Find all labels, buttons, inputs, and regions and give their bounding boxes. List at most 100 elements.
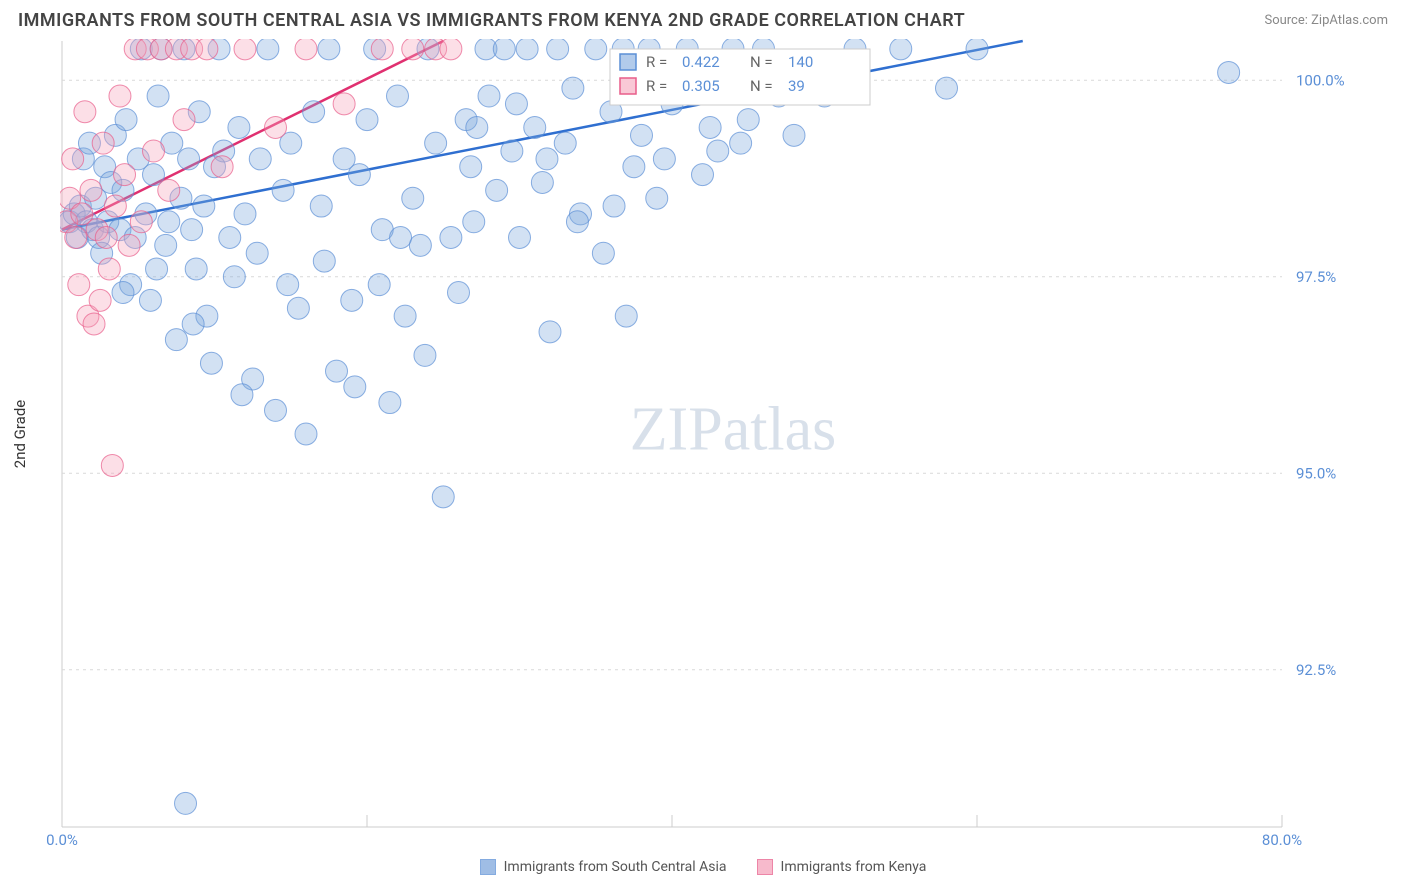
data-point — [109, 85, 131, 107]
data-point — [623, 156, 645, 178]
data-point — [379, 392, 401, 414]
data-point — [89, 289, 111, 311]
data-point — [143, 140, 165, 162]
x-tick-label: 0.0% — [46, 831, 78, 849]
scatter-chart: 92.5% 95.0% 97.5% 100.0% ZIPatlas R = 0.422 N =… — [60, 39, 1370, 829]
data-point — [348, 164, 370, 186]
data-point — [249, 148, 271, 170]
data-point — [646, 187, 668, 209]
data-point — [344, 376, 366, 398]
y-tick-label: 100.0% — [1296, 71, 1345, 89]
data-point — [139, 289, 161, 311]
data-point — [692, 164, 714, 186]
stats-n-value: 39 — [788, 77, 805, 95]
data-point — [193, 195, 215, 217]
data-point — [65, 227, 87, 249]
chart-area: 2nd Grade 92.5%95.0%97.5%100.0%ZIPatlasR… — [60, 39, 1388, 829]
data-point — [730, 132, 752, 154]
data-point — [936, 77, 958, 99]
legend-swatch — [480, 859, 496, 875]
data-point — [554, 132, 576, 154]
data-point — [547, 39, 569, 60]
data-point — [783, 124, 805, 146]
data-point — [310, 195, 332, 217]
data-point — [234, 39, 256, 60]
data-point — [394, 305, 416, 327]
stats-r-value: 0.422 — [682, 53, 720, 71]
data-point — [501, 140, 523, 162]
y-tick-label: 95.0% — [1296, 464, 1336, 482]
data-point — [265, 399, 287, 421]
data-point — [440, 227, 462, 249]
data-point — [83, 313, 105, 335]
data-point — [118, 234, 140, 256]
data-point — [466, 116, 488, 138]
x-axis-ticks: 0.0%80.0% — [60, 829, 1388, 853]
data-point — [524, 116, 546, 138]
data-point — [653, 148, 675, 170]
data-point — [173, 109, 195, 131]
y-tick-label: 92.5% — [1296, 661, 1336, 679]
watermark: ZIPatlas — [630, 396, 837, 464]
data-point — [341, 289, 363, 311]
data-point — [130, 211, 152, 233]
data-point — [178, 148, 200, 170]
chart-title: IMMIGRANTS FROM SOUTH CENTRAL ASIA VS IM… — [18, 10, 965, 31]
data-point — [402, 187, 424, 209]
stats-n-value: 140 — [788, 53, 813, 71]
data-point — [146, 258, 168, 280]
data-point — [182, 313, 204, 335]
data-point — [368, 274, 390, 296]
data-point — [531, 171, 553, 193]
data-point — [966, 39, 988, 60]
data-point — [566, 211, 588, 233]
data-point — [1218, 61, 1240, 83]
data-point — [185, 258, 207, 280]
y-tick-label: 97.5% — [1296, 268, 1336, 286]
data-point — [425, 132, 447, 154]
data-point — [463, 211, 485, 233]
data-point — [432, 486, 454, 508]
data-point — [295, 423, 317, 445]
data-point — [246, 242, 268, 264]
stats-n-label: N = — [750, 77, 773, 95]
data-point — [516, 39, 538, 60]
data-point — [371, 39, 393, 60]
data-point — [257, 39, 279, 60]
data-point — [585, 39, 607, 60]
legend-item: Immigrants from South Central Asia — [480, 859, 727, 875]
data-point — [272, 179, 294, 201]
data-point — [562, 77, 584, 99]
source-attribution: Source: ZipAtlas.com — [1264, 13, 1388, 28]
data-point — [211, 156, 233, 178]
data-point — [699, 116, 721, 138]
data-point — [265, 116, 287, 138]
data-point — [737, 109, 759, 131]
x-tick-label: 80.0% — [1262, 831, 1302, 849]
data-point — [707, 140, 729, 162]
data-point — [592, 242, 614, 264]
data-point — [448, 282, 470, 304]
data-point — [277, 274, 299, 296]
data-point — [219, 227, 241, 249]
legend: Immigrants from South Central AsiaImmigr… — [0, 853, 1406, 875]
stats-r-value: 0.305 — [682, 77, 720, 95]
data-point — [74, 101, 96, 123]
data-point — [104, 195, 126, 217]
data-point — [539, 321, 561, 343]
data-point — [200, 352, 222, 374]
data-point — [234, 203, 256, 225]
data-point — [80, 179, 102, 201]
data-point — [165, 329, 187, 351]
data-point — [101, 454, 123, 476]
data-point — [196, 39, 218, 60]
data-point — [98, 258, 120, 280]
data-point — [68, 274, 90, 296]
data-point — [440, 39, 462, 60]
data-point — [295, 39, 317, 60]
data-point — [114, 164, 136, 186]
stats-n-label: N = — [750, 53, 773, 71]
data-point — [890, 39, 912, 60]
data-point — [115, 109, 137, 131]
stats-r-label: R = — [646, 53, 667, 71]
